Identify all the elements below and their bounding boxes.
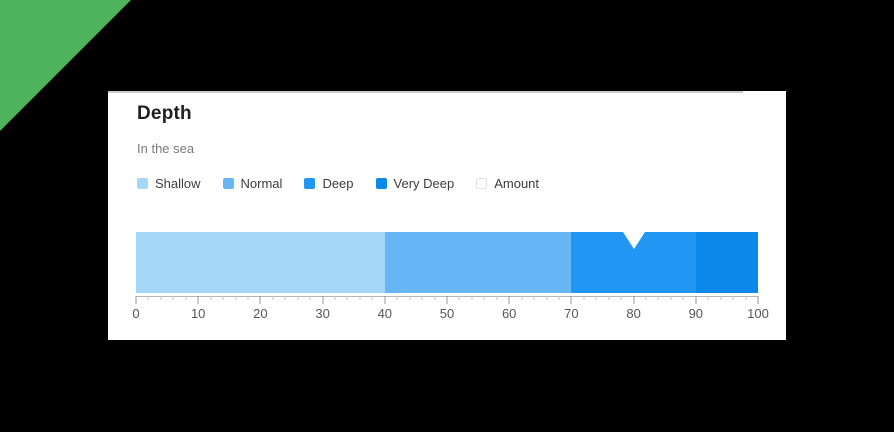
axis-minor-tick (185, 296, 187, 300)
axis-minor-tick (421, 296, 423, 300)
bar-segment-normal (384, 232, 572, 293)
axis-minor-tick (657, 296, 659, 300)
depth-bar (136, 232, 758, 293)
legend-item-amount[interactable]: Amount (476, 176, 539, 191)
legend-item-normal[interactable]: Normal (222, 175, 283, 191)
legend-label: Deep (322, 175, 354, 191)
axis-label: 30 (315, 306, 330, 321)
axis-label: 10 (190, 306, 206, 321)
axis-minor-tick (334, 296, 336, 300)
plot-area: 0 10 20 30 40 50 60 70 80 90 100 (132, 232, 769, 327)
axis-major-tick (695, 296, 697, 304)
axis-minor-tick (396, 296, 398, 300)
chart-subtitle: In the sea (137, 141, 195, 156)
axis-minor-tick (558, 296, 560, 300)
axis-minor-tick (720, 296, 722, 300)
axis-label: 90 (688, 306, 704, 321)
axis-minor-tick (297, 296, 299, 300)
axis-minor-tick (359, 296, 361, 300)
amount-marker (622, 232, 645, 249)
legend-swatch (222, 177, 234, 189)
axis-minor-tick (620, 296, 622, 300)
card-top-edge (108, 91, 743, 93)
legend-item-shallow[interactable]: Shallow (137, 176, 201, 191)
legend-swatch (304, 177, 316, 189)
axis-minor-tick (521, 296, 523, 300)
axis-label: 50 (439, 306, 455, 321)
axis-minor-tick (210, 296, 212, 300)
axis-minor-tick (732, 296, 734, 300)
axis-minor-tick (309, 296, 311, 300)
axis-minor-tick (533, 296, 535, 300)
axis-minor-tick (595, 296, 597, 300)
axis-minor-tick (222, 296, 224, 300)
axis-label: 100 (747, 306, 769, 321)
axis-major-tick (135, 296, 137, 304)
axis-label: 0 (132, 306, 140, 321)
axis-minor-tick (608, 296, 610, 300)
axis-minor-tick (645, 296, 647, 300)
axis-major-tick (570, 296, 572, 304)
axis-major-tick (384, 296, 386, 304)
axis-minor-tick (670, 296, 672, 300)
axis-minor-tick (682, 296, 684, 300)
axis-minor-tick (172, 296, 174, 300)
axis-minor-tick (409, 296, 411, 300)
axis-label: 40 (377, 306, 393, 321)
legend-label: Very Deep (393, 175, 455, 191)
axis-minor-tick (546, 296, 548, 300)
axis-major-tick (633, 296, 635, 304)
axis-minor-tick (745, 296, 747, 300)
axis-minor-tick (471, 296, 473, 300)
axis-major-tick (508, 296, 510, 304)
axis-major-tick (757, 296, 759, 304)
axis-minor-tick (434, 296, 436, 300)
legend-swatch (476, 177, 488, 189)
legend-label: Shallow (155, 175, 201, 191)
legend-swatch (137, 177, 148, 189)
axis-minor-tick (483, 296, 485, 300)
axis-minor-tick (707, 296, 709, 300)
chart-title: Depth (137, 103, 192, 124)
axis-minor-tick (371, 296, 373, 300)
axis-label: 20 (253, 306, 268, 321)
axis-minor-tick (583, 296, 585, 300)
axis-minor-tick (272, 296, 274, 300)
axis-minor-tick (235, 296, 237, 300)
legend-swatch (375, 177, 387, 189)
axis-minor-tick (458, 296, 460, 300)
chart-legend: Shallow Normal Deep Very Deep Amount (137, 175, 539, 191)
axis-major-tick (259, 296, 261, 304)
axis-minor-tick (496, 296, 498, 300)
axis-minor-tick (247, 296, 249, 300)
bar-segment-very-deep (695, 232, 758, 293)
axis-minor-tick (147, 296, 149, 300)
legend-label: Normal (240, 175, 283, 191)
axis-major-tick (446, 296, 448, 304)
bar-segment-shallow (136, 232, 385, 293)
axis-major-tick (322, 296, 324, 304)
axis-minor-tick (284, 296, 286, 300)
axis-major-tick (197, 296, 199, 304)
legend-label: Amount (494, 175, 540, 191)
axis-label: 70 (564, 306, 579, 321)
axis-label: 60 (501, 306, 517, 321)
axis-label: 80 (626, 306, 641, 321)
chart-card: Depth In the sea Shallow Normal Deep Very D… (108, 91, 786, 340)
legend-item-very-deep[interactable]: Very Deep (375, 175, 455, 191)
axis-minor-tick (160, 296, 162, 300)
axis-minor-tick (346, 296, 348, 300)
legend-item-deep[interactable]: Deep (304, 175, 354, 191)
